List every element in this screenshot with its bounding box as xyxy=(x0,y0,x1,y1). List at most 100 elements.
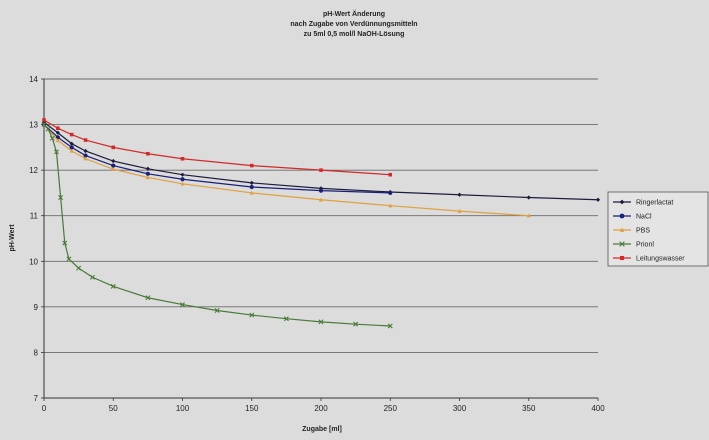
data-point xyxy=(283,316,289,322)
legend-label: Leitungswasser xyxy=(636,256,685,263)
data-point xyxy=(83,153,88,158)
data-point xyxy=(49,135,55,141)
series-line xyxy=(43,119,391,176)
legend-label: NaCl xyxy=(636,214,652,221)
data-point xyxy=(619,227,625,232)
data-point xyxy=(249,312,255,318)
data-point xyxy=(180,181,185,186)
data-point xyxy=(180,177,185,182)
data-point xyxy=(145,171,150,176)
data-point xyxy=(145,175,150,180)
x-axis-label: Zugabe [ml] xyxy=(302,426,342,433)
data-series xyxy=(41,118,601,329)
data-point xyxy=(180,302,185,308)
data-point xyxy=(83,156,88,161)
data-point xyxy=(111,163,116,168)
data-point xyxy=(111,167,116,171)
data-point xyxy=(69,145,74,150)
y-tick-label: 11 xyxy=(30,212,39,221)
data-point xyxy=(66,256,72,262)
data-point xyxy=(111,145,116,150)
x-tick-label: 150 xyxy=(245,404,259,413)
data-point xyxy=(353,321,359,327)
data-point xyxy=(526,213,531,218)
data-point xyxy=(180,172,185,177)
series-pbs xyxy=(41,122,531,218)
data-point xyxy=(45,126,51,132)
data-point xyxy=(388,203,393,208)
data-point xyxy=(387,323,393,329)
data-point xyxy=(55,138,60,143)
data-point xyxy=(319,168,323,172)
data-point xyxy=(69,132,74,137)
data-point xyxy=(457,192,462,197)
x-tick-label: 400 xyxy=(591,404,605,413)
x-tick-label: 350 xyxy=(522,404,536,413)
data-point xyxy=(145,166,150,171)
data-point xyxy=(146,151,150,156)
data-point xyxy=(83,138,88,142)
data-point xyxy=(42,118,46,122)
y-tick-label: 14 xyxy=(29,75,38,84)
series-leitungswasser xyxy=(42,118,393,177)
data-point xyxy=(180,156,185,161)
chart-title-line: pH-Wert Änderung xyxy=(323,10,385,18)
data-point xyxy=(76,265,82,271)
data-point xyxy=(249,190,254,195)
legend-label: Ringerlactat xyxy=(636,200,673,207)
data-point xyxy=(214,308,220,313)
axes xyxy=(41,78,599,401)
chart-title-line: nach Zugabe von Verdünnungsmitteln xyxy=(290,21,417,28)
x-tick-label: 250 xyxy=(384,404,398,413)
data-point xyxy=(55,135,60,140)
x-tick-label: 0 xyxy=(42,404,47,413)
data-point xyxy=(249,184,254,190)
legend-box xyxy=(607,191,709,267)
series-prionl xyxy=(41,122,393,329)
legend-label: Prionl xyxy=(636,242,654,249)
data-point xyxy=(388,190,393,196)
data-point xyxy=(89,274,95,280)
data-point xyxy=(526,195,531,200)
data-point xyxy=(62,240,68,246)
data-point xyxy=(388,172,393,177)
data-point xyxy=(69,148,74,153)
data-point xyxy=(110,283,116,289)
data-point xyxy=(56,126,60,131)
data-point xyxy=(318,319,324,325)
data-point xyxy=(619,255,625,261)
y-tick-label: 13 xyxy=(29,121,38,130)
x-tick-label: 200 xyxy=(314,404,328,413)
data-point xyxy=(619,199,625,205)
data-point xyxy=(111,158,116,164)
data-point xyxy=(55,130,60,135)
series-line xyxy=(43,124,391,327)
gridlines xyxy=(44,78,598,399)
data-point xyxy=(41,122,47,128)
y-tick-label: 12 xyxy=(29,166,38,175)
data-point xyxy=(249,163,254,168)
y-tick-label: 10 xyxy=(29,257,38,266)
y-tick-label: 7 xyxy=(34,394,39,403)
data-point xyxy=(145,295,151,301)
series-nacl xyxy=(41,122,393,196)
data-point xyxy=(58,194,64,200)
legend: Ringerlactat NaCl PBS Prionl Leitungswasser xyxy=(607,191,709,267)
x-tick-label: 100 xyxy=(176,404,190,413)
chart-title: pH-Wert Änderung nach Zugabe von Verdünn… xyxy=(290,10,417,38)
data-point xyxy=(69,141,74,146)
data-point xyxy=(318,197,324,202)
y-axis-label: pH-Wert xyxy=(9,224,16,252)
data-point xyxy=(53,149,59,155)
series-line xyxy=(43,124,391,194)
data-point xyxy=(83,148,88,154)
data-point xyxy=(249,180,254,186)
y-tick-label: 9 xyxy=(34,303,39,312)
x-tick-label: 300 xyxy=(453,404,467,413)
x-tick-label: 50 xyxy=(109,404,118,413)
legend-label: PBS xyxy=(636,228,650,235)
y-tick-label: 8 xyxy=(34,348,39,357)
data-point xyxy=(595,197,601,202)
